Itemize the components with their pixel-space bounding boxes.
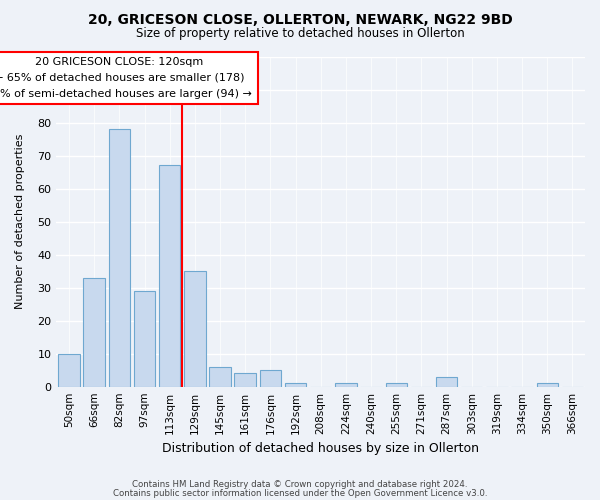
Bar xyxy=(235,374,256,386)
Bar xyxy=(109,129,130,386)
Bar xyxy=(58,354,80,386)
Text: Size of property relative to detached houses in Ollerton: Size of property relative to detached ho… xyxy=(136,26,464,40)
Y-axis label: Number of detached properties: Number of detached properties xyxy=(15,134,25,310)
X-axis label: Distribution of detached houses by size in Ollerton: Distribution of detached houses by size … xyxy=(162,442,479,455)
Bar xyxy=(436,377,457,386)
Bar xyxy=(285,384,306,386)
Text: Contains public sector information licensed under the Open Government Licence v3: Contains public sector information licen… xyxy=(113,488,487,498)
Text: 20, GRICESON CLOSE, OLLERTON, NEWARK, NG22 9BD: 20, GRICESON CLOSE, OLLERTON, NEWARK, NG… xyxy=(88,12,512,26)
Text: 20 GRICESON CLOSE: 120sqm
← 65% of detached houses are smaller (178)
35% of semi: 20 GRICESON CLOSE: 120sqm ← 65% of detac… xyxy=(0,58,252,98)
Bar xyxy=(184,271,206,386)
Text: Contains HM Land Registry data © Crown copyright and database right 2024.: Contains HM Land Registry data © Crown c… xyxy=(132,480,468,489)
Bar xyxy=(335,384,356,386)
Bar xyxy=(260,370,281,386)
Bar xyxy=(536,384,558,386)
Bar xyxy=(386,384,407,386)
Bar xyxy=(209,367,231,386)
Bar xyxy=(83,278,105,386)
Bar xyxy=(134,291,155,386)
Bar xyxy=(159,166,181,386)
